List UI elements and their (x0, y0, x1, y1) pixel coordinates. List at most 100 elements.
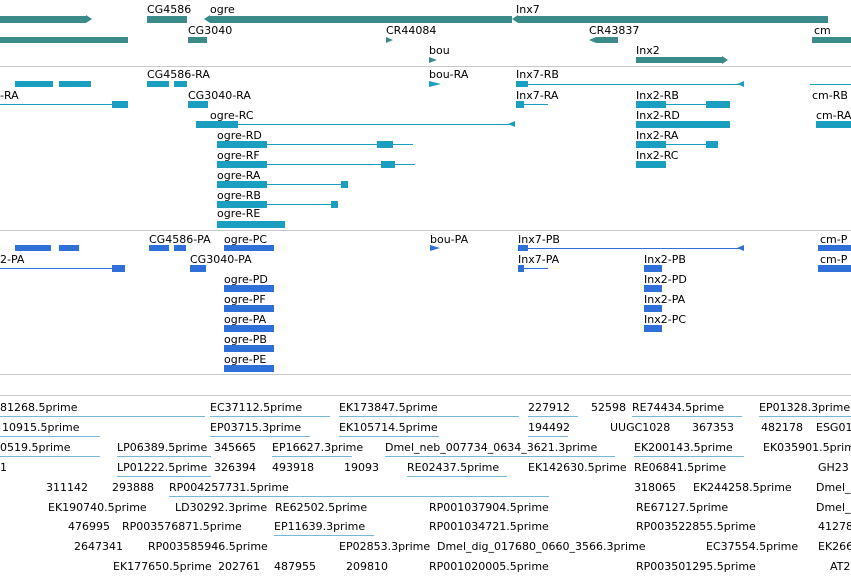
transcript-label[interactable]: Inx2-RC (636, 149, 679, 162)
gene-label[interactable]: Inx2 (636, 44, 660, 57)
protein-label[interactable]: CG3040-PA (190, 253, 252, 266)
est-label[interactable]: RE62502.5prime (275, 501, 368, 514)
est-label[interactable]: 493918 (272, 461, 314, 474)
est-label[interactable]: 202761 (218, 560, 260, 573)
gene-label[interactable]: CR43837 (589, 24, 640, 37)
protein-label[interactable]: cm-P (820, 253, 848, 266)
est-label[interactable]: 318065 (634, 481, 676, 494)
transcript-exon[interactable] (636, 121, 730, 128)
est-label[interactable]: RE06841.5prime (634, 461, 727, 474)
est-label[interactable]: 367353 (692, 421, 734, 434)
transcript-label[interactable]: bou-RA (429, 68, 469, 81)
protein-feature[interactable] (59, 245, 79, 251)
transcript-label[interactable]: Inx7-RB (516, 68, 559, 81)
protein-label[interactable]: CG4586-PA (149, 233, 211, 246)
est-label[interactable]: Dmel_ (816, 501, 851, 514)
est-feature[interactable] (117, 456, 211, 457)
est-label[interactable]: 41278 (818, 520, 851, 533)
est-label[interactable]: EK105714.5prime (339, 421, 438, 434)
est-label[interactable]: EK200143.5prime (634, 441, 733, 454)
protein-feature[interactable] (174, 245, 186, 251)
protein-feature[interactable] (149, 245, 169, 251)
protein-feature[interactable] (224, 305, 274, 312)
est-feature[interactable] (0, 436, 100, 437)
transcript-exon[interactable] (59, 81, 91, 87)
est-label[interactable]: 482178 (761, 421, 803, 434)
protein-feature[interactable] (224, 325, 274, 332)
est-label[interactable]: RP003501295.5prime (636, 560, 756, 573)
protein-label[interactable]: 2-PA (0, 253, 25, 266)
est-label[interactable]: EK173847.5prime (339, 401, 438, 414)
est-label[interactable]: Dmel_neb_007734_0634_3621.3prime (385, 441, 598, 454)
gene-feature[interactable] (518, 16, 828, 23)
est-label[interactable]: UUGC1028 (610, 421, 671, 434)
est-label[interactable]: 2647341 (74, 540, 123, 553)
est-label[interactable]: EP16627.3prime (272, 441, 364, 454)
gene-feature[interactable] (636, 57, 722, 63)
est-label[interactable]: 326394 (214, 461, 256, 474)
transcript-label[interactable]: Inx2-RD (636, 109, 680, 122)
protein-label[interactable]: Inx2-PA (644, 293, 686, 306)
gene-feature[interactable] (0, 37, 128, 43)
est-label[interactable]: RP003585946.5prime (148, 540, 268, 553)
est-feature[interactable] (274, 535, 374, 536)
est-feature[interactable] (210, 436, 310, 437)
est-label[interactable]: 311142 (46, 481, 88, 494)
est-label[interactable]: RP001037904.5prime (429, 501, 549, 514)
protein-feature[interactable] (518, 265, 524, 272)
est-label[interactable]: EP01328.3prime (759, 401, 851, 414)
transcript-exon[interactable] (188, 101, 208, 108)
est-label[interactable]: Dmel_ (816, 481, 851, 494)
gene-label[interactable]: CG4586 (147, 3, 192, 16)
protein-label[interactable]: ogre-PA (224, 313, 267, 326)
gene-label[interactable]: bou (429, 44, 450, 57)
transcript-exon[interactable] (331, 201, 338, 208)
est-label[interactable]: LD30292.3prime (175, 501, 268, 514)
protein-feature[interactable] (644, 265, 662, 272)
est-feature[interactable] (169, 496, 549, 497)
transcript-exon[interactable] (217, 221, 285, 228)
gene-feature[interactable] (596, 37, 618, 43)
transcript-label[interactable]: cm-RA (816, 109, 851, 122)
protein-label[interactable]: Inx7-PA (518, 253, 560, 266)
transcript-label[interactable]: -RA (0, 89, 19, 102)
transcript-label[interactable]: ogre-RB (217, 189, 261, 202)
protein-label[interactable]: ogre-PE (224, 353, 267, 366)
transcript-exon[interactable] (706, 101, 730, 108)
transcript-label[interactable]: ogre-RE (217, 207, 261, 220)
transcript-exon[interactable] (217, 141, 267, 148)
gene-feature[interactable] (812, 37, 851, 43)
est-label[interactable]: 52598 (591, 401, 626, 414)
est-label[interactable]: 1 (0, 461, 7, 474)
gene-label[interactable]: CR44084 (386, 24, 437, 37)
transcript-exon[interactable] (147, 81, 169, 87)
est-label[interactable]: EK266 (818, 540, 851, 553)
est-label[interactable]: EC37554.5prime (706, 540, 799, 553)
est-label[interactable]: EP03715.3prime (210, 421, 302, 434)
transcript-label[interactable]: cm-RB (812, 89, 848, 102)
gene-feature[interactable] (188, 37, 207, 43)
est-label[interactable]: RP004257731.5prime (169, 481, 289, 494)
protein-feature[interactable] (224, 345, 274, 352)
gene-label[interactable]: Inx7 (516, 3, 540, 16)
gene-label[interactable]: ogre (210, 3, 235, 16)
est-feature[interactable] (632, 416, 742, 417)
transcript-exon[interactable] (217, 201, 267, 208)
est-label[interactable]: LP06389.5prime (117, 441, 208, 454)
protein-feature[interactable] (644, 305, 662, 312)
protein-label[interactable]: bou-PA (430, 233, 469, 246)
transcript-label[interactable]: Inx2-RA (636, 129, 679, 142)
protein-label[interactable]: Inx7-PB (518, 233, 560, 246)
est-label[interactable]: Dmel_dig_017680_0660_3566.3prime (437, 540, 646, 553)
transcript-exon[interactable] (112, 101, 128, 108)
est-label[interactable]: 10915.5prime (2, 421, 80, 434)
est-label[interactable]: RE74434.5prime (632, 401, 725, 414)
transcript-exon[interactable] (636, 101, 666, 108)
est-label[interactable]: EK244258.5prime (693, 481, 792, 494)
protein-label[interactable]: Inx2-PD (644, 273, 687, 286)
transcript-label[interactable]: CG4586-RA (147, 68, 210, 81)
protein-label[interactable]: Inx2-PC (644, 313, 687, 326)
est-label[interactable]: 487955 (274, 560, 316, 573)
transcript-exon[interactable] (516, 81, 528, 87)
gene-feature[interactable] (147, 16, 187, 23)
